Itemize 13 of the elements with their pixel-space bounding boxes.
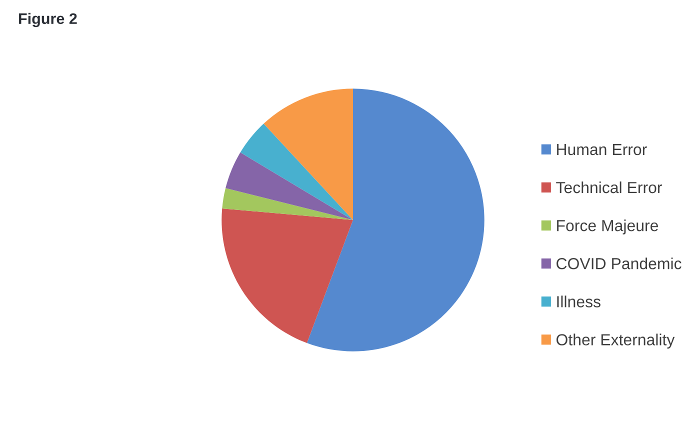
legend-label: Illness [557,296,600,308]
legend-label: Other Externality [556,334,675,349]
pie-slice [306,88,484,352]
pie-slice [222,188,353,220]
pie-slice [222,208,353,344]
legend-label: COVID Pandemic [556,258,682,270]
legend-label: Technical Error [556,181,662,194]
text: Figure 2 [19,12,77,28]
pie-slice [226,152,353,220]
pie-slice [264,88,353,220]
legend-label: Human Error [557,144,647,156]
legend-label: Force Majeure [557,220,658,234]
pie-slice [240,124,353,220]
